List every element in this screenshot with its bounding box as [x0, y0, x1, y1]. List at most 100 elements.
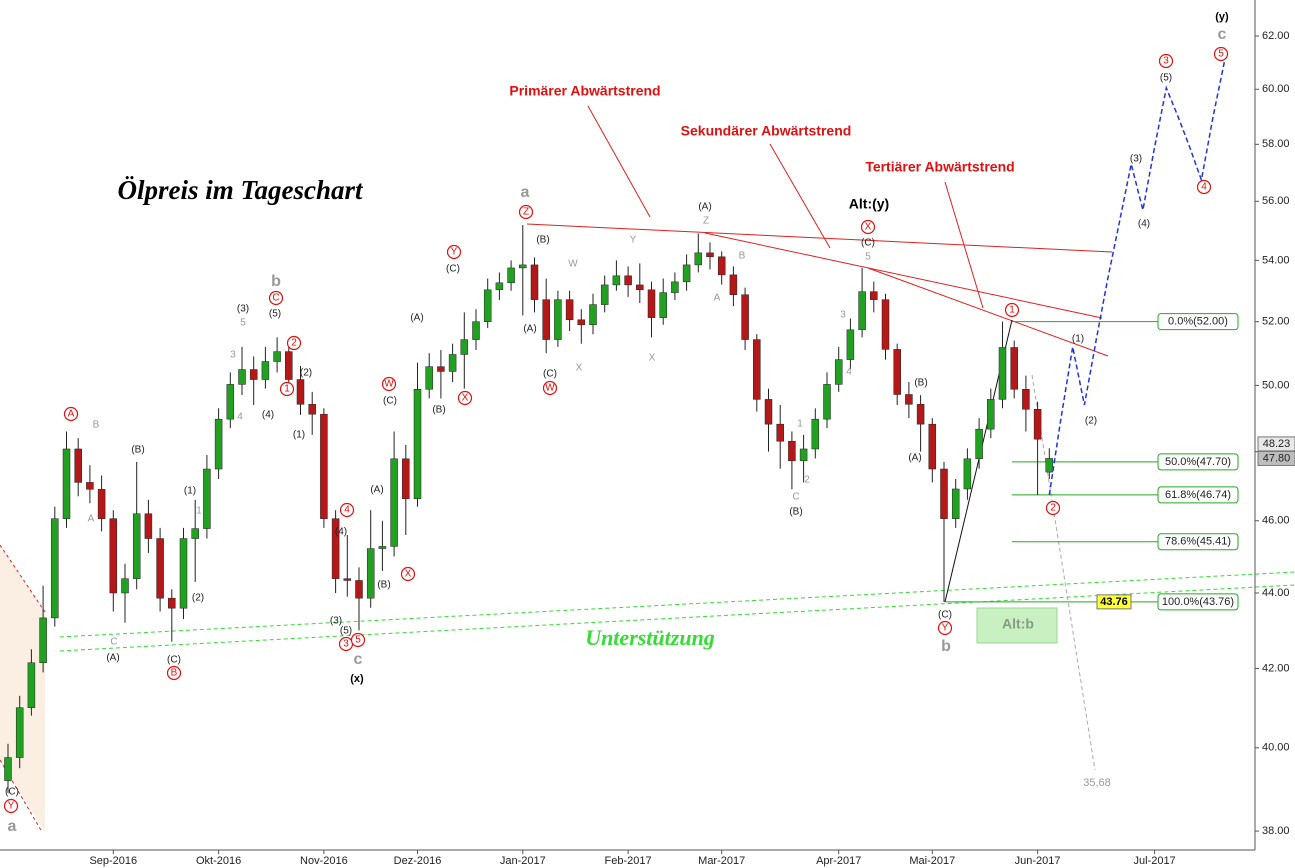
candle-body — [308, 404, 316, 415]
candle-body — [916, 404, 925, 425]
candle-body — [799, 448, 808, 462]
candle-body — [226, 384, 235, 420]
annotation: (C) — [446, 264, 460, 275]
fib-label: 61.8%(46.74) — [1165, 489, 1231, 501]
annotation: (4) — [262, 410, 274, 421]
annotation: 5 — [865, 252, 871, 263]
candle-body — [940, 468, 948, 519]
wave-circle — [400, 566, 416, 582]
candle-body — [62, 448, 71, 519]
support-line — [59, 584, 1295, 652]
candle-body — [214, 418, 223, 470]
wave-label-circled: X — [462, 393, 469, 404]
annotation: (4) — [335, 527, 347, 538]
candle-body — [249, 369, 258, 380]
candle-body — [121, 578, 129, 594]
price-marker-label: 48.23 — [1263, 438, 1291, 450]
annotation: (C) — [938, 610, 952, 621]
candle-body — [636, 284, 644, 291]
fib-label: 0.0%(52.00) — [1168, 316, 1228, 328]
wave-circle — [339, 502, 355, 518]
candle-body — [425, 366, 433, 390]
annotation: (C) — [861, 238, 875, 249]
price-marker-label: 47.80 — [1263, 452, 1291, 464]
annotation: (C) — [5, 787, 19, 798]
candle-body — [1022, 389, 1030, 410]
x-tick-label: Dez-2016 — [394, 855, 442, 867]
wave-circle — [1213, 46, 1229, 62]
candle-body — [39, 617, 47, 663]
annotation: (B) — [789, 507, 802, 518]
y-tick-label: 44.00 — [1262, 587, 1290, 599]
y-tick-label: 54.00 — [1262, 254, 1290, 266]
wave-circle — [518, 204, 534, 220]
channel-line — [0, 544, 46, 613]
candle-body — [987, 399, 995, 430]
wave-circle — [457, 390, 473, 406]
annotation: 4 — [237, 412, 243, 423]
candle-body — [261, 361, 270, 380]
annotation: Alt:b — [1002, 616, 1034, 632]
wave-circle — [542, 380, 558, 396]
y-tick-label: 56.00 — [1262, 195, 1290, 207]
wave-circle — [1045, 500, 1061, 516]
candle-body — [893, 349, 901, 395]
x-tick-label: Jun-2017 — [1015, 855, 1061, 867]
support-line — [59, 571, 1295, 638]
annotation: Alt:(y) — [849, 196, 889, 212]
x-tick-label: Apr-2017 — [816, 855, 861, 867]
price-marker-label: 43.76 — [1100, 596, 1128, 608]
alt-box — [976, 607, 1058, 644]
candle-body — [612, 275, 621, 286]
annotation: 35,68 — [1083, 777, 1111, 789]
candle-body — [928, 423, 937, 470]
annotation: 3 — [840, 310, 846, 321]
wave-label-circled: C — [272, 293, 279, 304]
candle-body — [437, 366, 445, 372]
annotation: (A) — [698, 202, 711, 213]
y-tick-label: 42.00 — [1262, 662, 1290, 674]
candle-body — [694, 252, 703, 266]
chart-title: Ölpreis im Tageschart — [117, 175, 364, 205]
annotation: Sekundärer Abwärtstrend — [681, 123, 852, 139]
wave-circle — [166, 665, 182, 681]
annotation: (2) — [1085, 416, 1097, 427]
candle-body — [905, 394, 913, 405]
candle-body — [472, 321, 480, 340]
fib-label: 78.6%(45.41) — [1165, 536, 1231, 548]
wave-label-circled: 5 — [1218, 49, 1224, 60]
wave-circle — [1158, 53, 1174, 69]
candle-body — [753, 339, 761, 400]
wave-label-circled: Y — [8, 801, 15, 812]
annotation: (1) — [1072, 334, 1084, 345]
annotation: B — [739, 251, 746, 262]
candle-body — [998, 347, 1007, 400]
candle-body — [355, 580, 363, 599]
wave-circle — [3, 798, 19, 814]
candle-body — [519, 264, 527, 269]
x-tick-label: Mar-2017 — [698, 855, 745, 867]
annotation: (3) — [330, 616, 342, 627]
wave-label-circled: 2 — [1050, 503, 1056, 514]
price-marker — [1257, 450, 1295, 466]
candle-body — [495, 282, 504, 291]
x-tick-label: Mai-2017 — [909, 855, 955, 867]
annotation: C — [110, 637, 117, 648]
wave-circle — [279, 381, 295, 397]
wave-label-circled: W — [384, 379, 394, 390]
candle-body — [27, 662, 36, 708]
y-tick-label: 62.00 — [1262, 30, 1290, 42]
annotation: (A) — [106, 653, 119, 664]
wave-label-circled: Z — [523, 207, 529, 218]
wave-label-circled: 4 — [344, 505, 350, 516]
wave-label-circled: A — [68, 409, 75, 420]
candle-body — [366, 548, 375, 599]
annotation: C — [792, 492, 799, 503]
wave-circle — [286, 335, 302, 351]
candle-body — [483, 289, 492, 322]
x-tick-label: Jul-2017 — [1133, 855, 1175, 867]
candle-body — [285, 351, 293, 380]
trend-line — [867, 267, 1109, 357]
annotation: (5) — [340, 626, 352, 637]
